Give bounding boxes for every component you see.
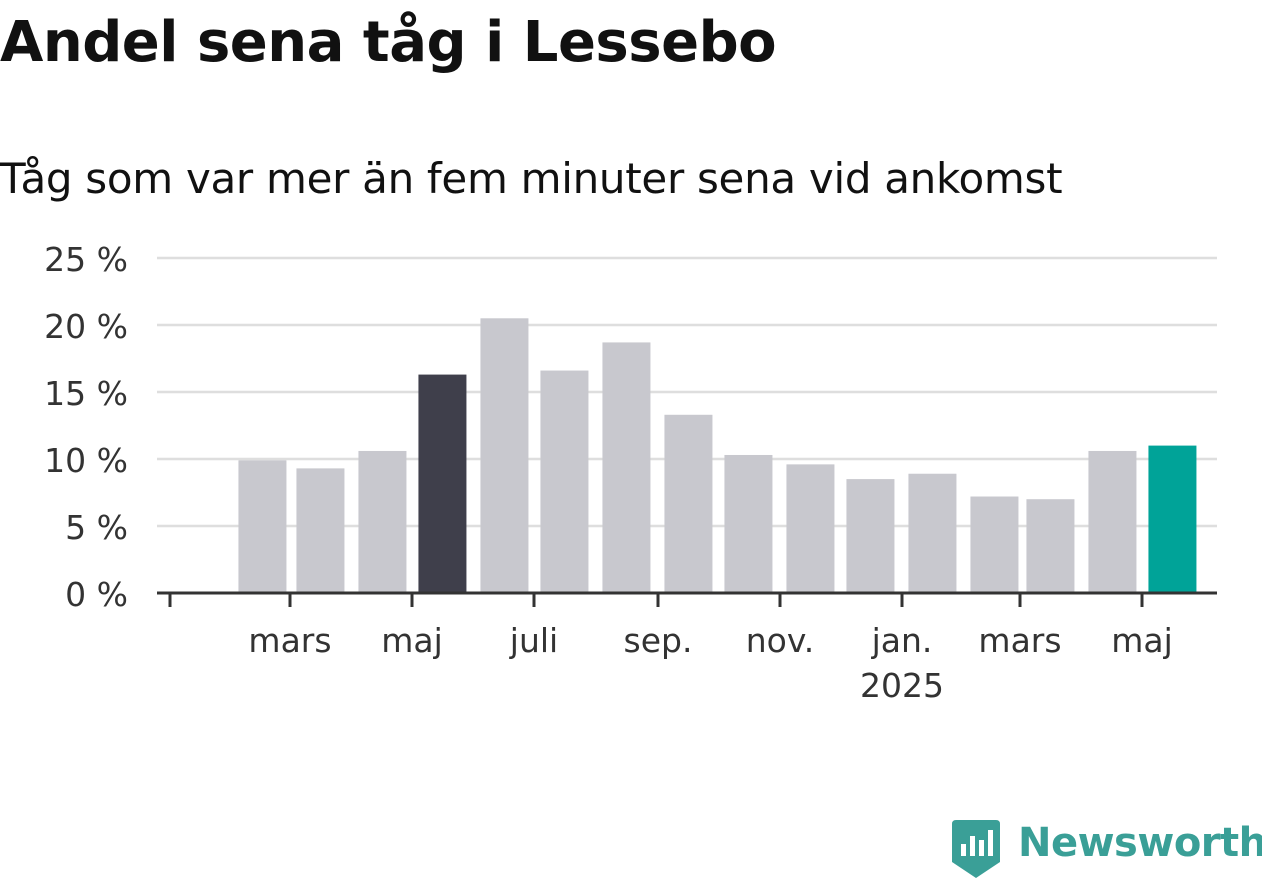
- bar: [540, 370, 589, 593]
- y-tick-label: 20 %: [44, 307, 128, 346]
- bar: [358, 450, 407, 593]
- bar: [238, 460, 287, 593]
- x-tick-label: mars: [978, 621, 1061, 660]
- x-tick-label: mars: [248, 621, 331, 660]
- bar-chart: 0 % 5 % 10 % 15 % 20 % 25 % mars maj juli sep. nov…: [44, 240, 1217, 705]
- chart-subtitle: Tåg som var mer än fem minuter sena vid …: [0, 154, 1063, 203]
- x-tick-label: jan.: [871, 621, 933, 660]
- y-tick-label: 10 %: [44, 441, 128, 480]
- brand-name: Newsworthy: [1018, 820, 1262, 866]
- bar: [296, 468, 345, 593]
- bar: [846, 479, 895, 593]
- chart-title: Andel sena tåg i Lessebo: [0, 10, 777, 75]
- bar: [970, 496, 1019, 593]
- x-tick-year-label: 2025: [860, 666, 944, 705]
- bar: [908, 473, 957, 593]
- bar: [480, 318, 529, 593]
- x-tick-label: maj: [381, 621, 443, 660]
- x-tick-label: maj: [1111, 621, 1173, 660]
- bar: [418, 374, 467, 593]
- y-tick-label: 15 %: [44, 374, 128, 413]
- y-tick-label: 25 %: [44, 240, 128, 279]
- bar: [602, 342, 651, 593]
- x-tick-label: nov.: [746, 621, 815, 660]
- bar: [1088, 450, 1137, 593]
- x-tick-label: juli: [509, 621, 558, 660]
- y-tick-label: 5 %: [65, 508, 128, 547]
- bar: [1026, 499, 1075, 593]
- x-tick-label: sep.: [624, 621, 693, 660]
- y-tick-label: 0 %: [65, 575, 128, 614]
- bar: [786, 464, 835, 593]
- bar: [664, 414, 713, 593]
- bar: [1148, 445, 1197, 593]
- newsworthy-logo-icon: [952, 820, 1000, 878]
- brand: Newsworthy: [950, 818, 1262, 878]
- bar: [724, 454, 773, 593]
